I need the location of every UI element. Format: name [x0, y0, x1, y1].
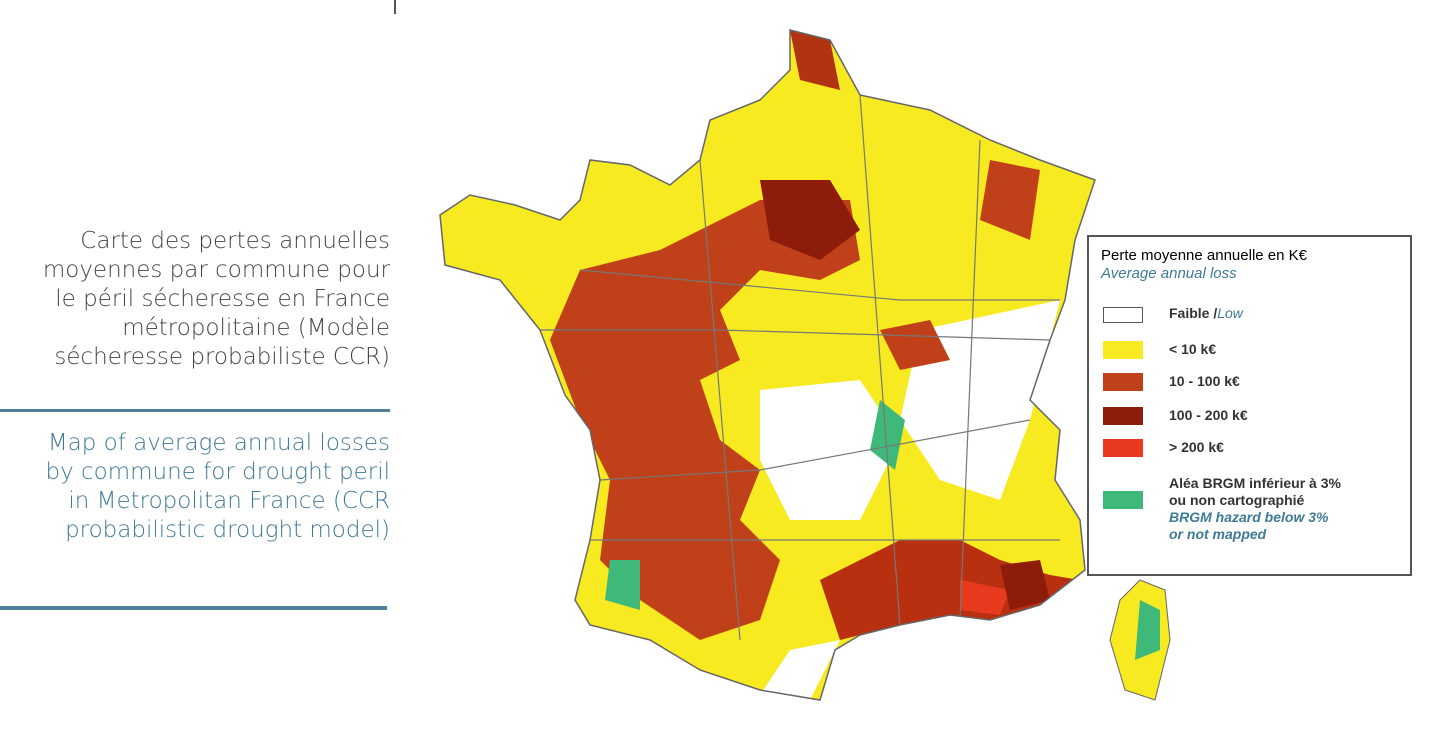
legend-item: < 10 k€	[1169, 341, 1217, 357]
borders	[540, 94, 1060, 641]
caption-line: probabilistic drought model)	[65, 517, 390, 543]
legend-item: 10 - 100 k€	[1169, 373, 1240, 389]
legend: Perte moyenne annuelle en K€ Average ann…	[1087, 235, 1412, 576]
caption-line: moyennes par commune pour	[42, 257, 390, 283]
legend-item: Faible /Low	[1169, 305, 1243, 321]
label: Aléa BRGM inférieur à 3%	[1169, 475, 1341, 491]
caption-line: by commune for drought peril	[45, 459, 391, 485]
swatch	[1103, 307, 1143, 323]
swatch	[1103, 407, 1143, 425]
rule	[0, 409, 390, 412]
rule	[0, 606, 387, 610]
label: ou non cartographié	[1169, 492, 1305, 508]
legend-item: 100 - 200 k€	[1169, 407, 1248, 423]
legend-item: > 200 k€	[1169, 439, 1224, 455]
caption-line: Map of average annual losses	[47, 430, 390, 456]
caption-en: Map of average annual losses by commune …	[46, 429, 391, 545]
swatch	[1103, 491, 1143, 509]
caption-line: Carte des pertes annuelles	[80, 228, 390, 254]
label-en: BRGM hazard below 3%	[1169, 509, 1329, 525]
legend-subtitle: Average annual loss	[1101, 265, 1237, 282]
caption-line: métropolitaine (Modèle	[122, 315, 390, 341]
legend-item: Aléa BRGM inférieur à 3% ou non cartogra…	[1169, 475, 1341, 543]
caption-fr: Carte des pertes annuelles moyennes par …	[43, 227, 390, 372]
loss-zones	[550, 30, 1080, 700]
tick	[394, 0, 396, 14]
corsica-zone	[1135, 600, 1160, 660]
legend-title: Perte moyenne annuelle en K€	[1101, 247, 1307, 264]
swatch	[1103, 341, 1143, 359]
caption-line: le péril sécheresse en France	[55, 286, 390, 312]
caption-line: in Metropolitan France (CCR	[68, 488, 390, 514]
label-en: or not mapped	[1169, 526, 1267, 542]
swatch	[1103, 373, 1143, 391]
label-en: Low	[1217, 305, 1243, 321]
swatch	[1103, 439, 1143, 457]
label: Faible /	[1169, 305, 1218, 321]
caption-line: sécheresse probabiliste CCR)	[54, 344, 390, 370]
